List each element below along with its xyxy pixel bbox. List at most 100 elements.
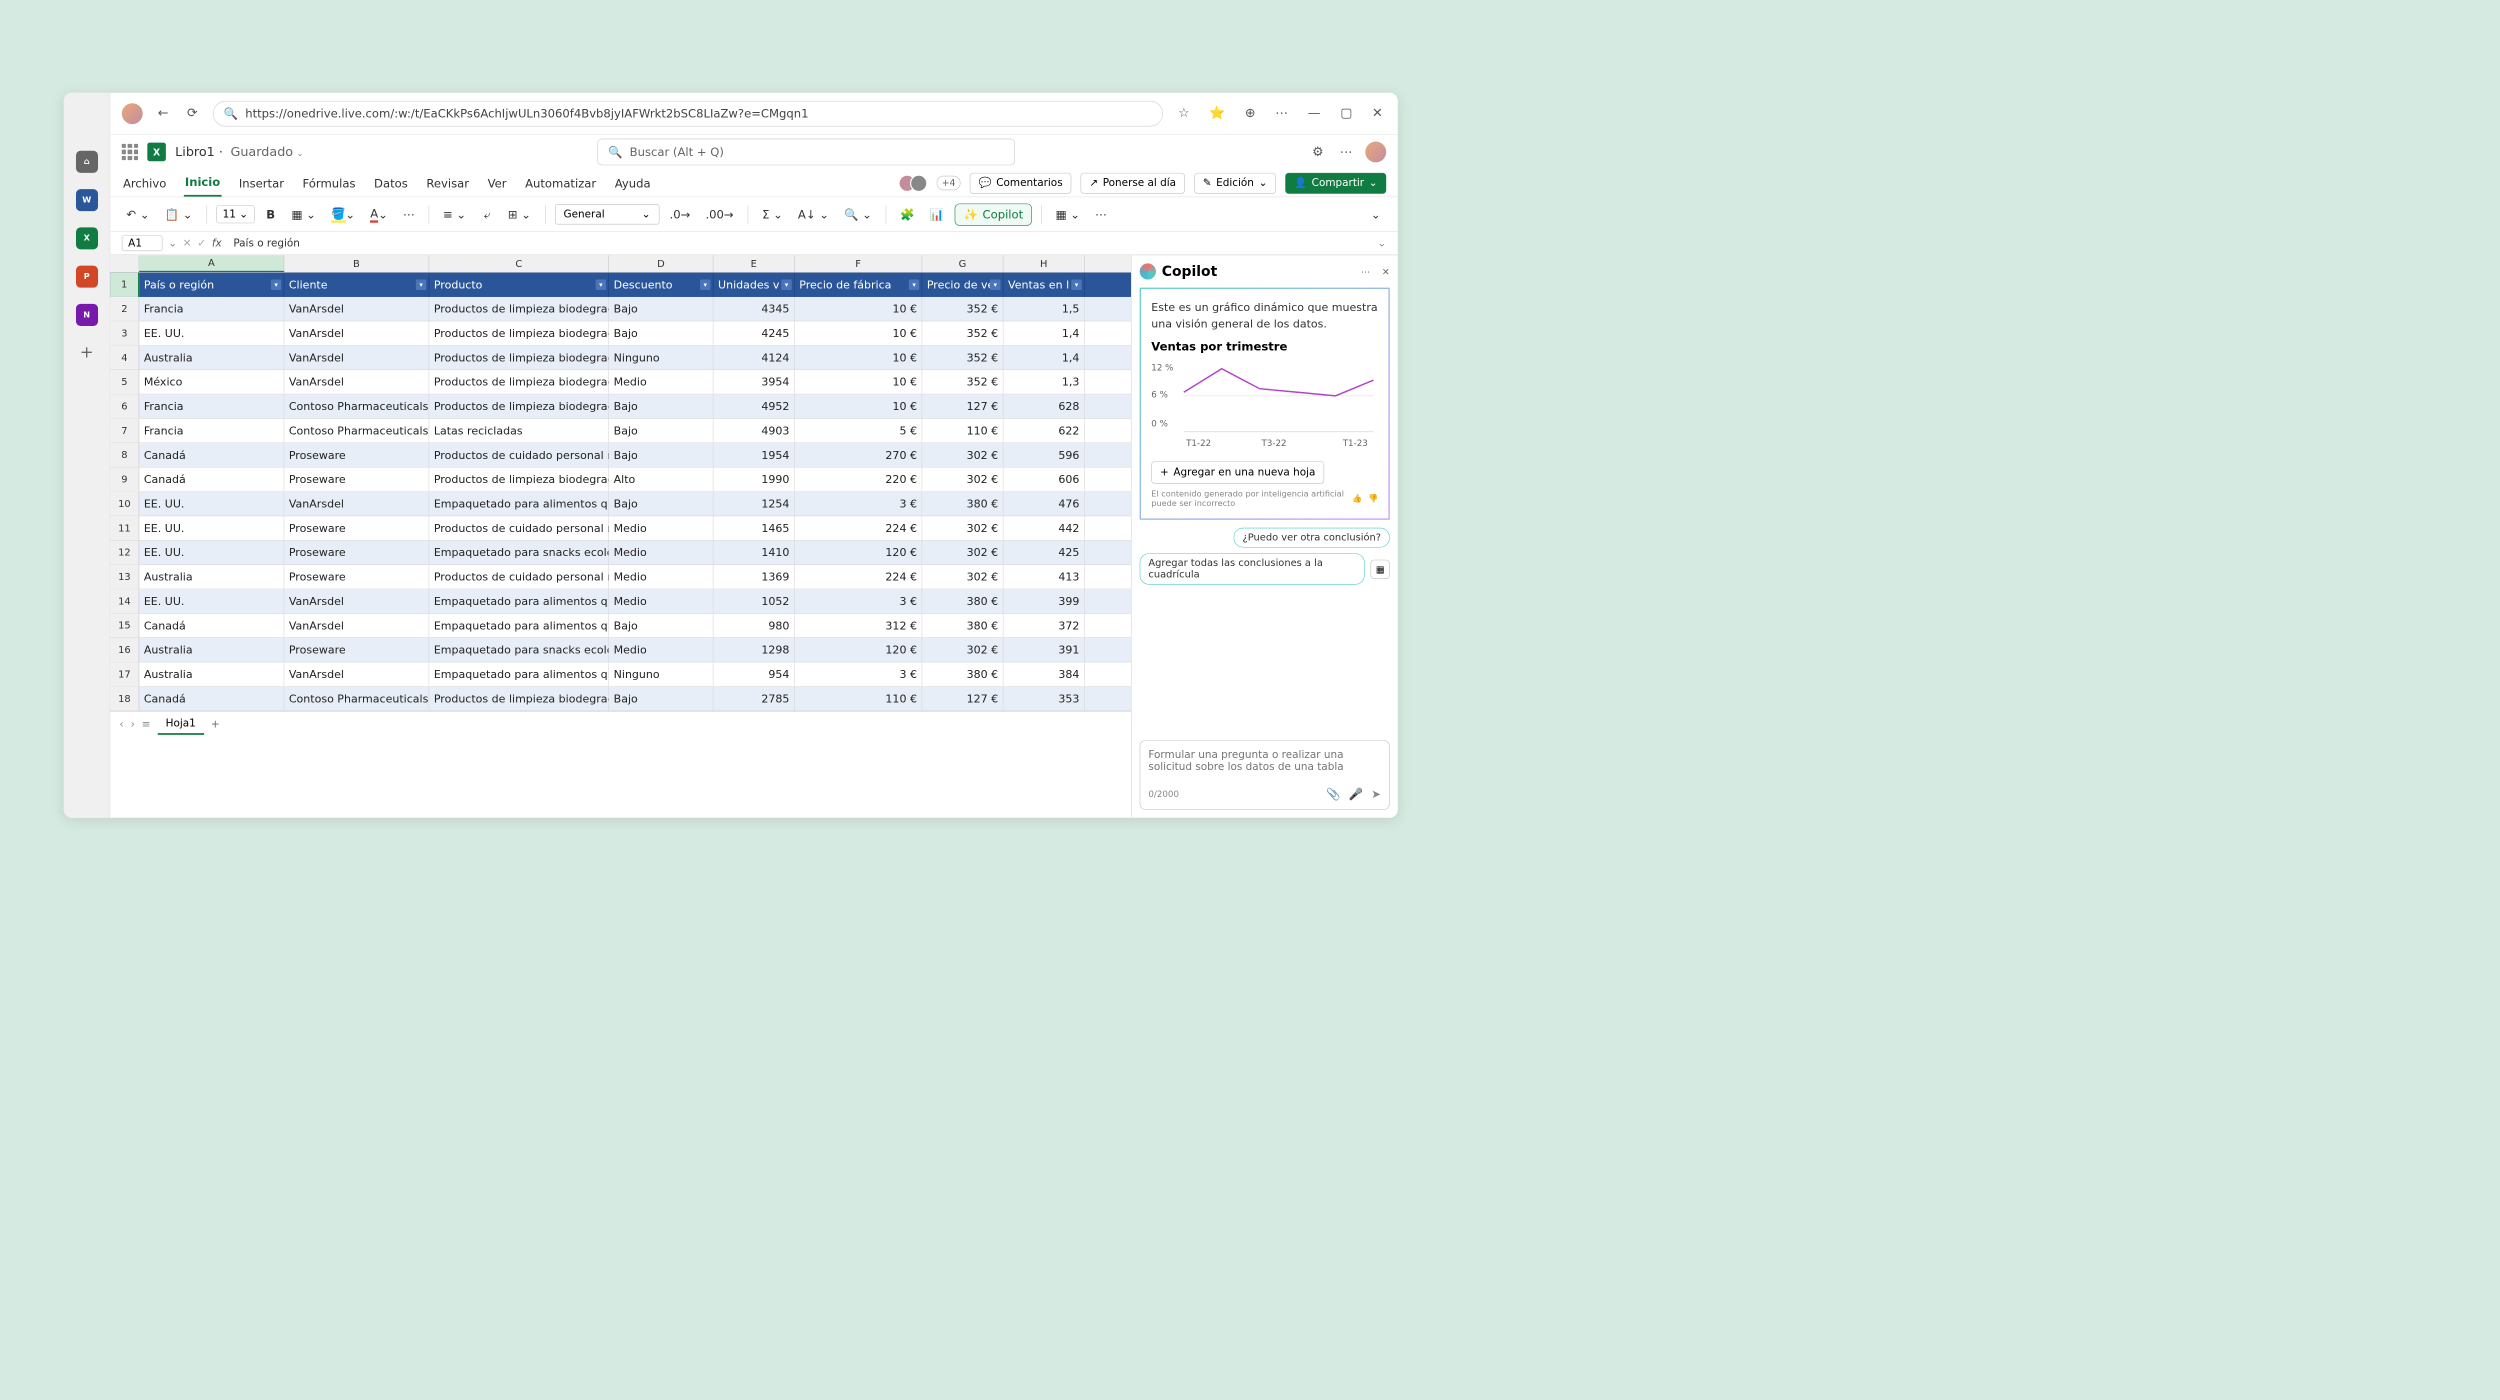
presence-avatars[interactable]: [904, 174, 927, 191]
cell[interactable]: Productos de limpieza biodegradal: [429, 370, 609, 394]
sidebar-excel-icon[interactable]: X: [76, 227, 98, 249]
back-icon[interactable]: ←: [154, 103, 172, 124]
cell[interactable]: 352 €: [922, 321, 1003, 345]
ribbon-tab[interactable]: Ayuda: [614, 170, 652, 196]
cell[interactable]: 1052: [713, 589, 794, 613]
row-header[interactable]: 16: [110, 638, 139, 662]
align-button[interactable]: ≡ ⌄: [438, 203, 470, 226]
all-sheets-icon[interactable]: ≡: [142, 718, 151, 730]
cell[interactable]: VanArsdel: [284, 321, 429, 345]
cell[interactable]: 1,3: [1003, 370, 1084, 394]
user-avatar[interactable]: [1365, 142, 1386, 163]
cell[interactable]: Australia: [139, 662, 284, 686]
more-users-badge[interactable]: +4: [936, 176, 960, 191]
cell[interactable]: 127 €: [922, 687, 1003, 711]
cell[interactable]: 4245: [713, 321, 794, 345]
ribbon-tab[interactable]: Revisar: [425, 170, 470, 196]
cell[interactable]: Australia: [139, 565, 284, 589]
cell[interactable]: Productos de cuidado personal na: [429, 516, 609, 540]
suggestion-pill[interactable]: Agregar todas las conclusiones a la cuad…: [1140, 553, 1365, 584]
filter-icon[interactable]: ▾: [271, 280, 281, 290]
cell[interactable]: 606: [1003, 467, 1084, 491]
cell[interactable]: VanArsdel: [284, 370, 429, 394]
cell[interactable]: 120 €: [795, 541, 923, 565]
cell[interactable]: Contoso Pharmaceuticals: [284, 419, 429, 443]
cell[interactable]: 220 €: [795, 467, 923, 491]
editing-mode-button[interactable]: ✎ Edición ⌄: [1194, 173, 1276, 194]
table-header-cell[interactable]: Descuento▾: [609, 273, 713, 297]
grid-icon[interactable]: ▦: [1370, 559, 1389, 578]
cell[interactable]: Empaquetado para snacks ecológi: [429, 638, 609, 662]
refresh-icon[interactable]: ⟳: [184, 103, 202, 124]
cell[interactable]: 425: [1003, 541, 1084, 565]
borders-button[interactable]: ▦ ⌄: [287, 203, 321, 226]
cell[interactable]: EE. UU.: [139, 321, 284, 345]
table-header-cell[interactable]: Cliente▾: [284, 273, 429, 297]
ribbon-tab[interactable]: Fórmulas: [301, 170, 356, 196]
cell[interactable]: 10 €: [795, 370, 923, 394]
cell[interactable]: 302 €: [922, 638, 1003, 662]
cell[interactable]: 312 €: [795, 614, 923, 638]
favorites-bar-icon[interactable]: ⭐: [1206, 103, 1229, 124]
next-sheet-icon[interactable]: ›: [131, 718, 135, 730]
cell[interactable]: 3 €: [795, 662, 923, 686]
cell[interactable]: Australia: [139, 346, 284, 370]
filter-icon[interactable]: ▾: [990, 280, 1000, 290]
row-header[interactable]: 2: [110, 297, 139, 321]
cell[interactable]: Bajo: [609, 419, 713, 443]
column-header[interactable]: G: [922, 255, 1003, 272]
cell[interactable]: VanArsdel: [284, 346, 429, 370]
format-table-button[interactable]: ▦ ⌄: [1051, 203, 1085, 226]
cell[interactable]: Bajo: [609, 492, 713, 516]
bold-button[interactable]: B: [260, 203, 281, 226]
table-header-cell[interactable]: País o región▾: [139, 273, 284, 297]
row-header[interactable]: 18: [110, 687, 139, 711]
prev-sheet-icon[interactable]: ‹: [119, 718, 123, 730]
cell[interactable]: Empaquetado para alimentos que: [429, 662, 609, 686]
cell[interactable]: EE. UU.: [139, 492, 284, 516]
cell[interactable]: VanArsdel: [284, 297, 429, 321]
row-header[interactable]: 15: [110, 614, 139, 638]
catchup-button[interactable]: ↗ Ponerse al día: [1081, 173, 1185, 194]
cell[interactable]: Productos de cuidado personal na: [429, 565, 609, 589]
cell[interactable]: Empaquetado para alimentos que: [429, 589, 609, 613]
sheet-tab[interactable]: Hoja1: [157, 714, 203, 735]
cell[interactable]: 224 €: [795, 516, 923, 540]
cell-reference[interactable]: A1: [122, 235, 163, 251]
cell[interactable]: 302 €: [922, 443, 1003, 467]
cell[interactable]: Alto: [609, 467, 713, 491]
ribbon-tab[interactable]: Ver: [486, 170, 507, 196]
cell[interactable]: 391: [1003, 638, 1084, 662]
filter-icon[interactable]: ▾: [416, 280, 426, 290]
cell[interactable]: 2785: [713, 687, 794, 711]
copilot-button[interactable]: ✨ Copilot: [955, 203, 1032, 225]
cell[interactable]: 10 €: [795, 346, 923, 370]
cell[interactable]: 384: [1003, 662, 1084, 686]
share-button[interactable]: 👤 Compartir ⌄: [1285, 173, 1386, 194]
ribbon-tab[interactable]: Automatizar: [524, 170, 597, 196]
cell[interactable]: México: [139, 370, 284, 394]
cell[interactable]: Australia: [139, 638, 284, 662]
cell[interactable]: Proseware: [284, 467, 429, 491]
cell[interactable]: 353: [1003, 687, 1084, 711]
cell[interactable]: 3 €: [795, 589, 923, 613]
cell[interactable]: EE. UU.: [139, 516, 284, 540]
row-header[interactable]: 9: [110, 467, 139, 491]
cell[interactable]: 352 €: [922, 346, 1003, 370]
cell[interactable]: 380 €: [922, 614, 1003, 638]
cell[interactable]: Productos de limpieza biodegradal: [429, 346, 609, 370]
wrap-text-button[interactable]: ⤶: [477, 203, 498, 226]
font-size-input[interactable]: 11 ⌄: [216, 205, 254, 223]
cell[interactable]: 442: [1003, 516, 1084, 540]
cell[interactable]: Contoso Pharmaceuticals: [284, 394, 429, 418]
cell[interactable]: Proseware: [284, 638, 429, 662]
copilot-close-icon[interactable]: ✕: [1382, 266, 1390, 277]
add-sheet-button[interactable]: +: [211, 718, 220, 730]
cell[interactable]: Canadá: [139, 443, 284, 467]
cell[interactable]: 110 €: [795, 687, 923, 711]
cell[interactable]: 399: [1003, 589, 1084, 613]
suggestion-pill[interactable]: ¿Puedo ver otra conclusión?: [1234, 528, 1390, 548]
column-header[interactable]: E: [713, 255, 794, 272]
cell[interactable]: VanArsdel: [284, 614, 429, 638]
cell[interactable]: 4124: [713, 346, 794, 370]
